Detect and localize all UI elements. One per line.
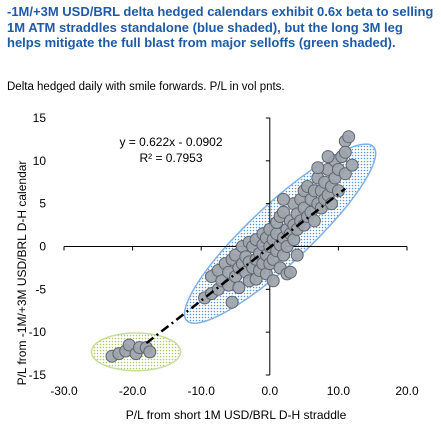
data-point xyxy=(338,145,352,159)
trendline-group xyxy=(145,187,347,345)
data-point xyxy=(321,150,335,164)
trendline xyxy=(145,187,347,345)
data-point xyxy=(290,248,304,262)
data-point xyxy=(232,281,246,295)
x-tick-label: 20.0 xyxy=(395,384,419,398)
y-tick-label: -10 xyxy=(29,325,47,339)
data-point xyxy=(143,345,157,359)
data-point xyxy=(311,161,325,175)
y-tick-label: -5 xyxy=(35,282,46,296)
data-point xyxy=(277,192,290,206)
x-axis-title: P/L from short 1M USD/BRL D-H straddle xyxy=(126,408,347,422)
y-tick-label: 10 xyxy=(33,154,47,168)
chart-subtitle: Delta hedged daily with smile forwards. … xyxy=(7,81,285,93)
x-tick-label: 10.0 xyxy=(327,384,351,398)
x-tick-label: -20.0 xyxy=(119,384,147,398)
r-squared-label: R² = 0.7953 xyxy=(139,151,202,165)
equation-label: y = 0.622x - 0.0902 xyxy=(119,135,222,149)
data-point xyxy=(266,274,280,288)
data-point xyxy=(345,158,359,172)
data-point xyxy=(277,205,290,219)
x-tick-label: 0.0 xyxy=(261,384,278,398)
data-point xyxy=(342,130,356,144)
data-point xyxy=(307,214,321,228)
y-tick-label: 5 xyxy=(39,197,46,211)
data-point xyxy=(338,167,352,181)
data-points xyxy=(105,130,359,363)
data-point xyxy=(225,295,239,309)
y-tick-label: -15 xyxy=(29,368,47,382)
y-tick-label: 15 xyxy=(33,111,47,125)
scatter-chart: -30.0 -20.0 -10.0 0.0 10.0 20.0 -15 -10 -5 0 5 10 15… xyxy=(15,111,419,422)
x-tick-label: -10.0 xyxy=(188,384,216,398)
axis-labels: -30.0 -20.0 -10.0 0.0 10.0 20.0 -15 -10 -5 0 5 10 15 xyxy=(29,111,419,398)
y-axis-title: P/L from -1M/+3M USD/BRL D-H calendar xyxy=(15,161,29,386)
chart-headline: -1M/+3M USD/BRL delta hedged calendars e… xyxy=(7,4,434,50)
y-tick-label: 0 xyxy=(39,240,46,254)
x-tick-label: -30.0 xyxy=(50,384,78,398)
data-point xyxy=(283,265,297,279)
